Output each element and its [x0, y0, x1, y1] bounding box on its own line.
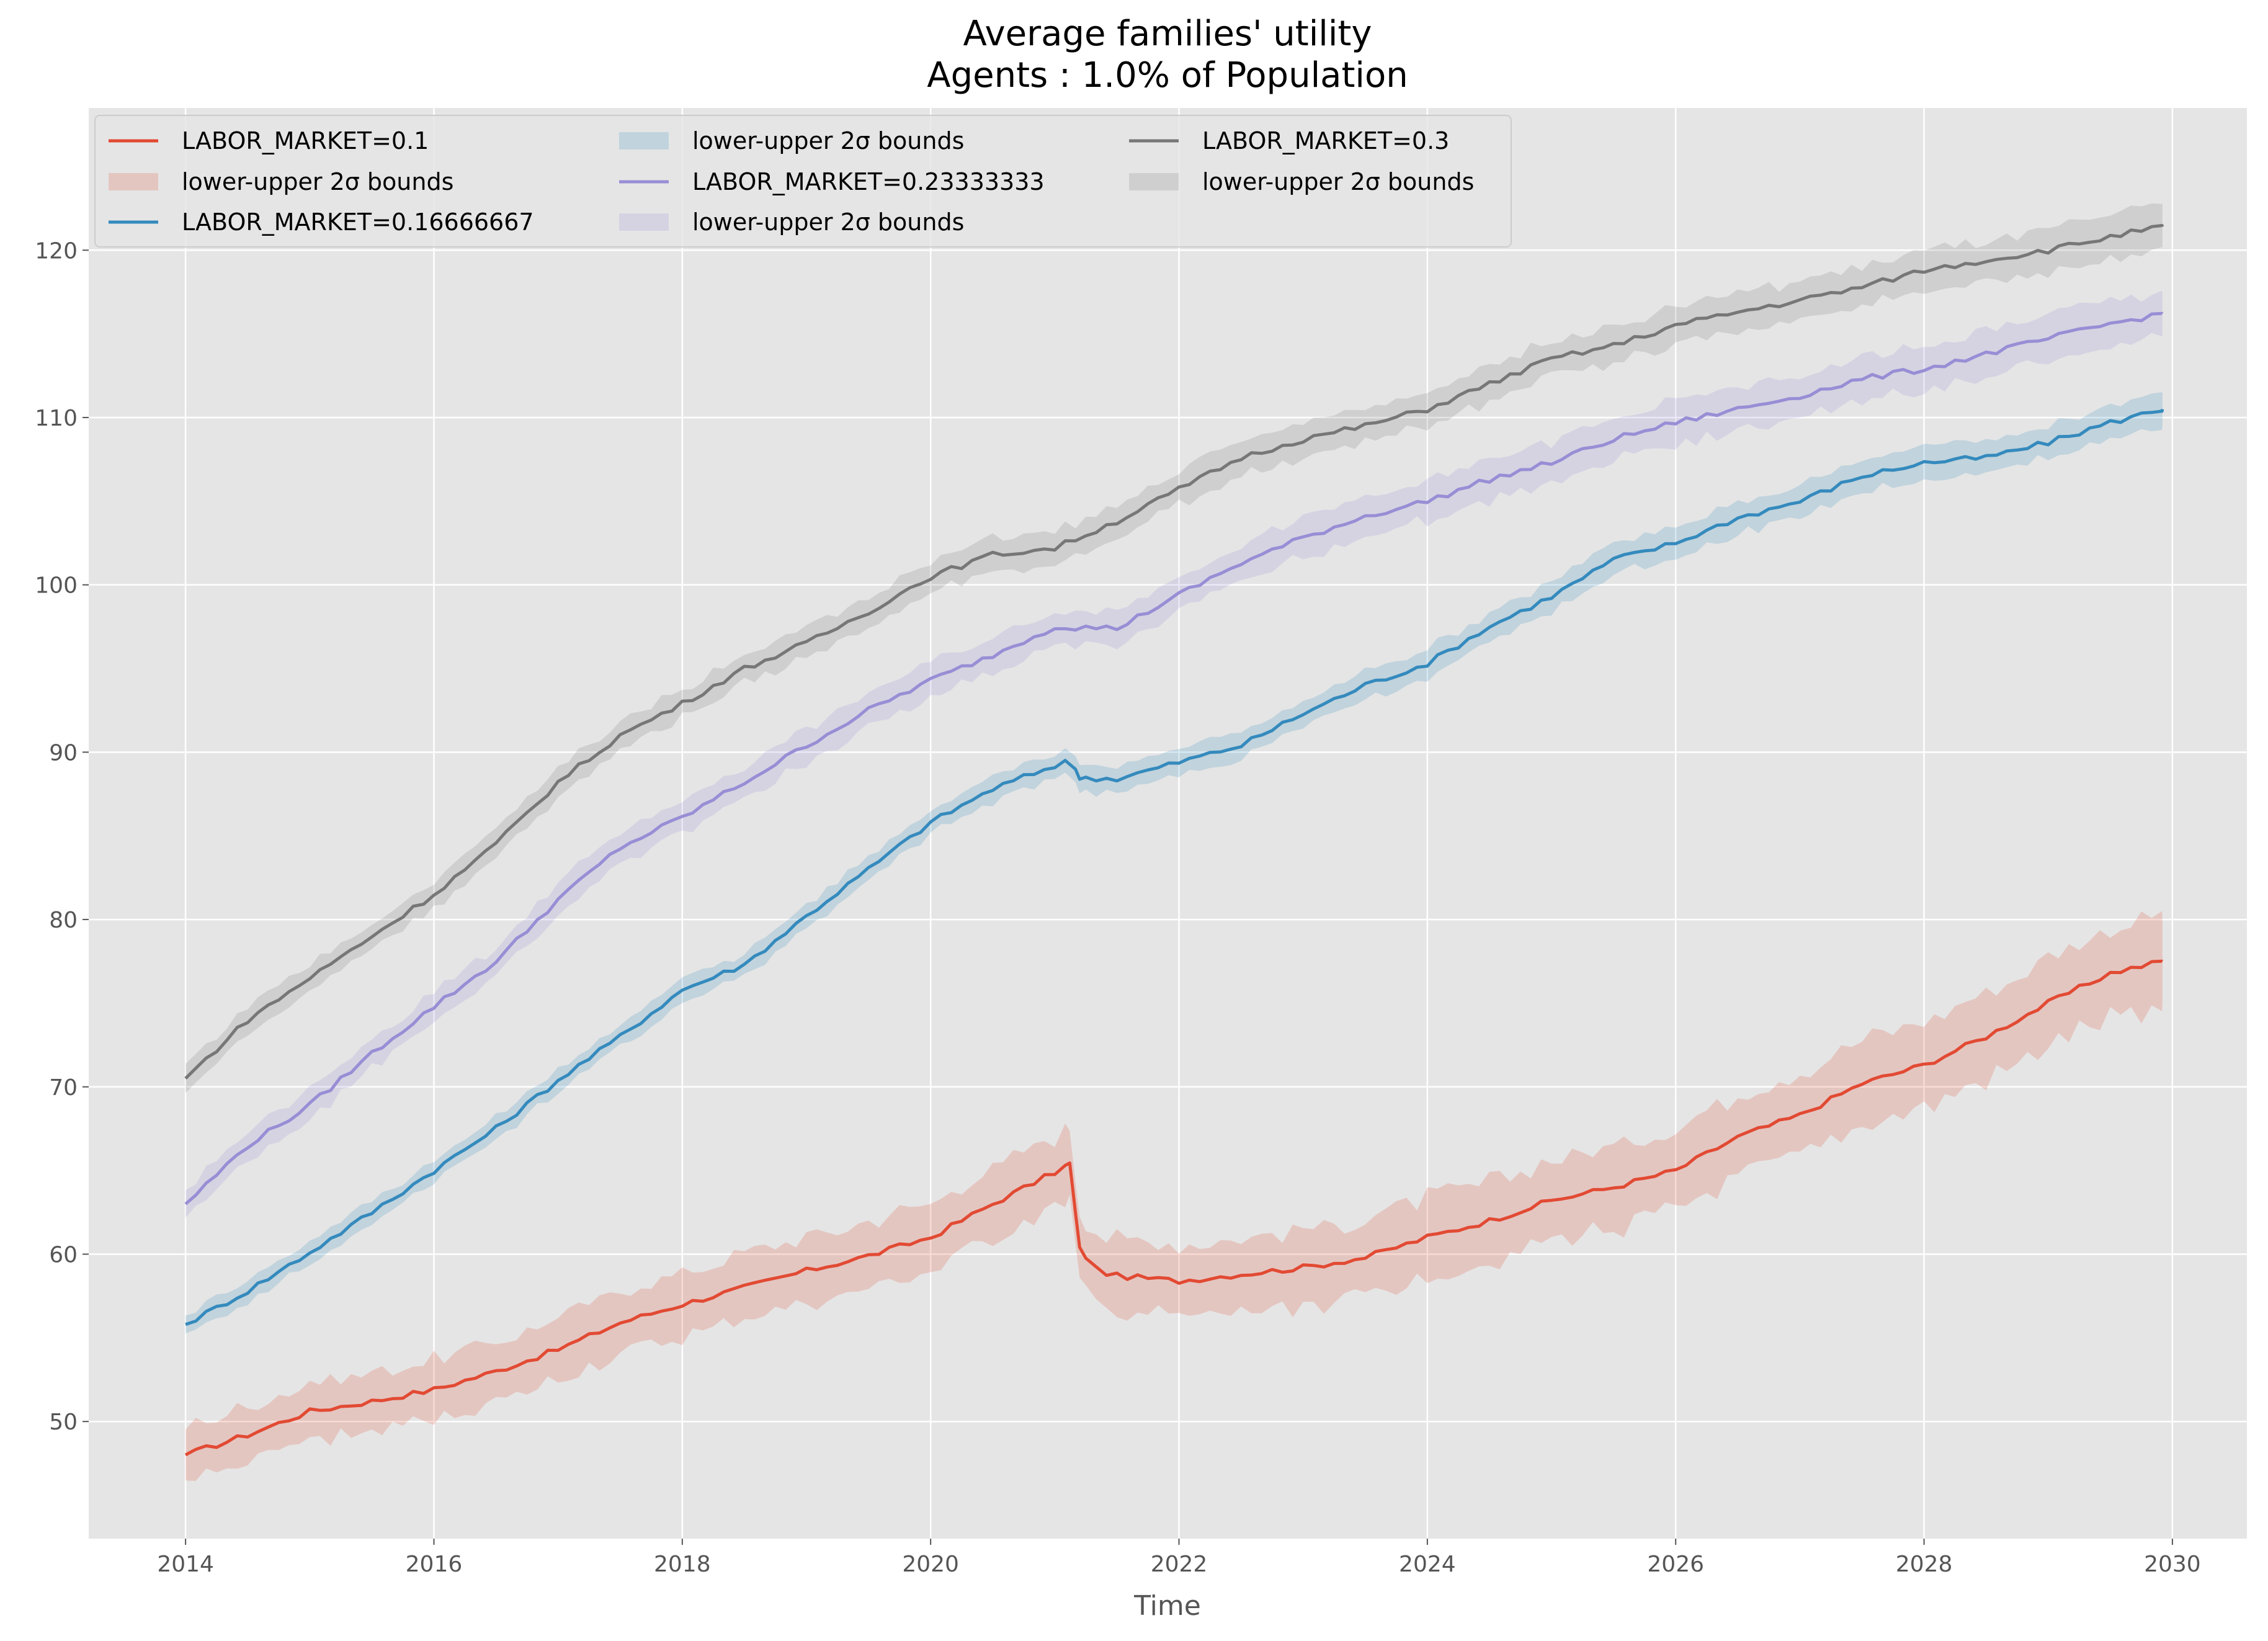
series-line-4 — [184, 224, 2164, 1080]
plot-area — [89, 108, 2247, 1539]
x-tick-label: 2014 — [157, 1552, 214, 1577]
legend-entry-band-1: lower-upper 2σ bounds — [109, 168, 453, 195]
legend-box — [94, 115, 1512, 248]
y-tick-label: 50 — [49, 1410, 78, 1435]
legend-entry-series-3: LABOR_MARKET=0.23333333 — [619, 168, 1045, 195]
y-tick-label: 60 — [49, 1242, 78, 1268]
series-line-3 — [184, 311, 2164, 1205]
legend-entry-series-4: LABOR_MARKET=0.3 — [1129, 127, 1449, 154]
legend-entry-band-3: lower-upper 2σ bounds — [619, 208, 964, 236]
confidence-bands — [185, 202, 2163, 1481]
x-tick-label: 2024 — [1399, 1552, 1456, 1577]
series-line-1 — [184, 959, 2164, 1457]
legend-label: LABOR_MARKET=0.1 — [182, 127, 429, 154]
y-axis-ticks: 50 60 70 80 90 100 110 120 — [35, 238, 89, 1435]
confidence-band-1 — [185, 911, 2163, 1481]
legend-label: lower-upper 2σ bounds — [1202, 168, 1474, 195]
series-line-2 — [185, 408, 2164, 1326]
y-tick-label: 100 — [35, 573, 78, 599]
legend-band-swatch — [109, 173, 158, 190]
legend-entry-series-1: LABOR_MARKET=0.1 — [109, 127, 429, 154]
x-tick-label: 2026 — [1647, 1552, 1704, 1577]
legend-label: lower-upper 2σ bounds — [692, 208, 964, 236]
chart-title: Average families' utility — [963, 14, 1372, 54]
legend-label: LABOR_MARKET=0.3 — [1202, 127, 1449, 154]
y-tick-label: 90 — [49, 740, 78, 766]
legend-label: LABOR_MARKET=0.16666667 — [182, 208, 534, 236]
x-tick-label: 2030 — [2144, 1552, 2201, 1577]
x-axis-label: Time — [1133, 1590, 1201, 1622]
x-tick-label: 2022 — [1151, 1552, 1208, 1577]
legend-label: lower-upper 2σ bounds — [692, 127, 964, 154]
y-tick-label: 120 — [35, 238, 78, 264]
legend-band-swatch — [1129, 173, 1179, 190]
chart-subtitle: Agents : 1.0% of Population — [927, 55, 1408, 96]
legend-entry-band-2: lower-upper 2σ bounds — [619, 127, 964, 154]
x-axis-ticks: 2014 2016 2018 2020 2022 2024 2026 2028 2030 — [157, 1539, 2201, 1577]
legend-band-swatch — [619, 132, 669, 150]
y-tick-label: 80 — [49, 908, 78, 933]
legend-entry-series-2: LABOR_MARKET=0.16666667 — [109, 208, 534, 236]
x-tick-label: 2028 — [1896, 1552, 1953, 1577]
grid — [89, 108, 2247, 1539]
x-tick-label: 2020 — [902, 1552, 959, 1577]
legend-label: lower-upper 2σ bounds — [182, 168, 453, 195]
y-tick-label: 110 — [35, 406, 78, 431]
series-lines — [184, 224, 2164, 1457]
y-tick-label: 70 — [49, 1075, 78, 1101]
legend-entry-band-4: lower-upper 2σ bounds — [1129, 168, 1474, 195]
legend-band-swatch — [619, 213, 669, 231]
x-tick-label: 2018 — [654, 1552, 711, 1577]
legend-label: LABOR_MARKET=0.23333333 — [692, 168, 1045, 195]
legend: LABOR_MARKET=0.1 lower-upper 2σ bounds LAB… — [94, 115, 1512, 248]
x-tick-label: 2016 — [406, 1552, 463, 1577]
